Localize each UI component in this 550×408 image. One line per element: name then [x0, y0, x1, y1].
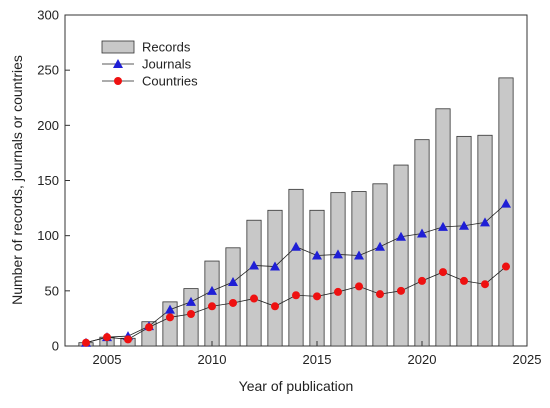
journals-point-2019 — [396, 231, 406, 241]
bar-2014 — [288, 188, 304, 347]
y-tick-label-250: 250 — [37, 63, 59, 78]
legend-swatch-records — [101, 40, 135, 54]
bar-2024 — [498, 77, 514, 347]
y-tick-label-50: 50 — [45, 283, 59, 298]
bar-2020 — [414, 139, 430, 347]
countries-point-2005 — [103, 333, 111, 342]
y-tick-label-200: 200 — [37, 118, 59, 133]
journals-point-2012 — [249, 260, 259, 270]
legend-marker-countries — [114, 77, 122, 85]
journals-point-2016 — [333, 249, 343, 259]
bar-2022 — [456, 135, 472, 347]
countries-point-2009 — [187, 310, 195, 319]
bar-2023 — [477, 134, 493, 347]
countries-point-2016 — [334, 287, 342, 296]
countries-point-2022 — [460, 276, 468, 285]
bar-2011 — [225, 247, 241, 347]
countries-point-2006 — [124, 335, 132, 344]
journals-point-2021 — [438, 221, 448, 231]
x-axis-title: Year of publication — [239, 378, 354, 394]
countries-point-2013 — [271, 302, 279, 311]
countries-point-2021 — [439, 268, 447, 277]
bar-2012 — [246, 219, 262, 347]
countries-point-2018 — [376, 290, 384, 299]
countries-point-2008 — [166, 313, 174, 322]
y-tick-label-0: 0 — [52, 339, 59, 354]
legend-label-countries: Countries — [142, 74, 198, 89]
x-tick-label-2025: 2025 — [513, 352, 542, 367]
journals-point-2017 — [354, 250, 364, 260]
bar-2016 — [330, 192, 346, 347]
x-tick-label-2015: 2015 — [303, 352, 332, 367]
journals-point-2014 — [291, 241, 301, 251]
journals-point-2018 — [375, 241, 385, 251]
countries-point-2011 — [229, 298, 237, 307]
bar-2018 — [372, 183, 388, 347]
countries-point-2023 — [481, 280, 489, 289]
y-tick-label-300: 300 — [37, 8, 59, 23]
x-tick-label-2005: 2005 — [93, 352, 122, 367]
journals-point-2022 — [459, 220, 469, 230]
legend-marker-journals — [113, 59, 123, 68]
countries-point-2015 — [313, 292, 321, 301]
journals-point-2009 — [186, 296, 196, 306]
y-axis-title: Number of records, journals or countries — [9, 55, 25, 305]
journals-point-2013 — [270, 261, 280, 271]
countries-point-2010 — [208, 302, 216, 311]
countries-point-2017 — [355, 282, 363, 291]
countries-point-2014 — [292, 291, 300, 300]
countries-point-2020 — [418, 276, 426, 285]
countries-point-2019 — [397, 286, 405, 295]
journals-point-2023 — [480, 217, 490, 227]
y-tick-label-100: 100 — [37, 228, 59, 243]
bar-2019 — [393, 164, 409, 347]
x-tick-label-2020: 2020 — [408, 352, 437, 367]
journals-point-2011 — [228, 277, 238, 287]
countries-point-2007 — [145, 323, 153, 332]
bar-2015 — [309, 209, 325, 347]
bar-2013 — [267, 209, 283, 347]
countries-point-2004 — [82, 338, 90, 347]
legend-label-records: Records — [142, 40, 191, 55]
bar-2017 — [351, 191, 367, 347]
countries-point-2012 — [250, 294, 258, 303]
legend-label-journals: Journals — [142, 57, 192, 72]
x-tick-label-2010: 2010 — [198, 352, 227, 367]
journals-point-2024 — [501, 198, 511, 208]
journals-point-2020 — [417, 228, 427, 238]
journals-point-2010 — [207, 285, 217, 295]
journals-point-2008 — [165, 304, 175, 314]
journals-point-2015 — [312, 250, 322, 260]
countries-point-2024 — [502, 262, 510, 271]
y-tick-label-150: 150 — [37, 173, 59, 188]
